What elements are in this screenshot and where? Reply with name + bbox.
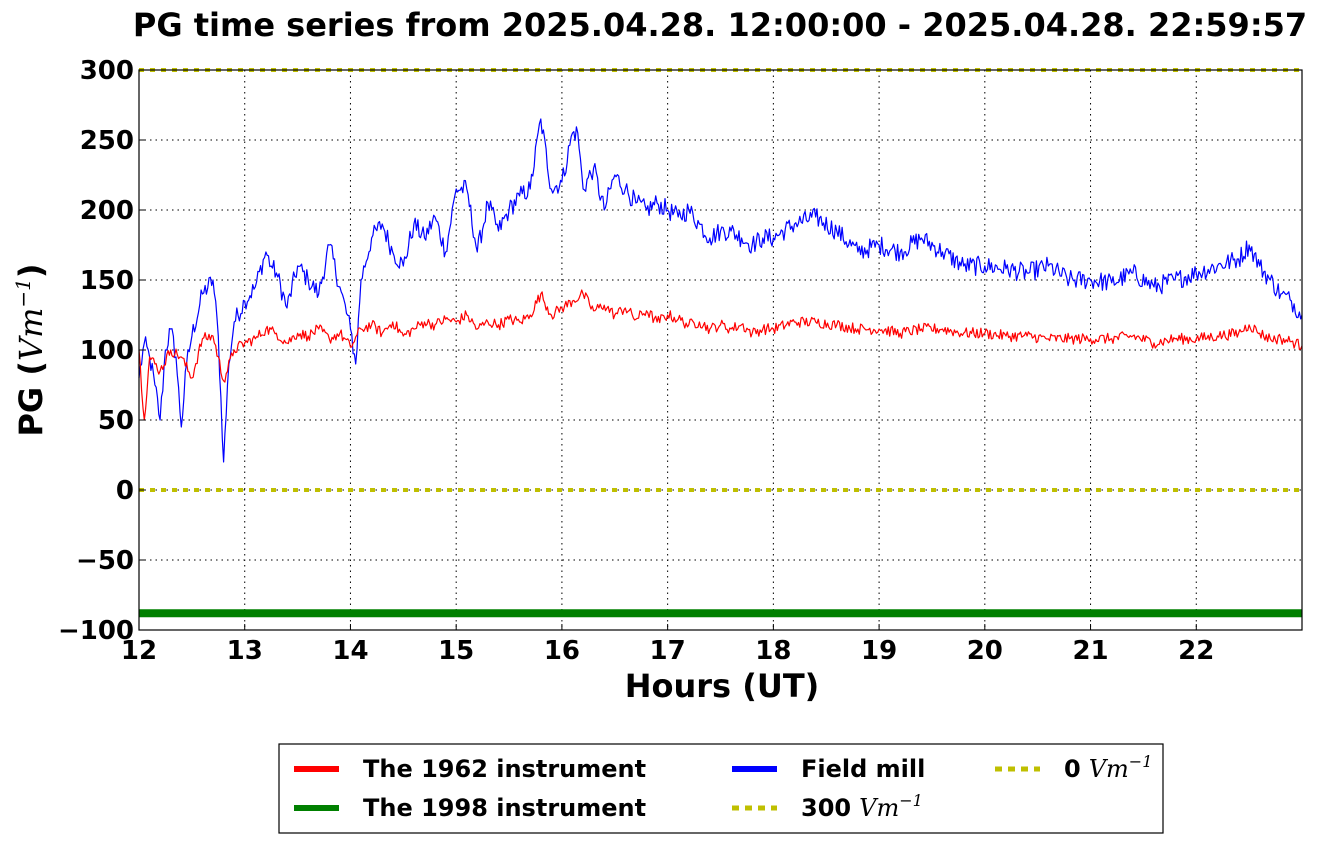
series-line-field-mill bbox=[138, 118, 1303, 463]
y-tick-label: 100 bbox=[80, 336, 134, 366]
y-tick-label: −50 bbox=[76, 546, 134, 576]
chart-title: PG time series from 2025.04.28. 12:00:00… bbox=[133, 6, 1307, 44]
y-tick-label: 250 bbox=[80, 126, 134, 156]
legend-label-the-1998-instrument: The 1998 instrument bbox=[363, 794, 646, 822]
y-tick-label: 150 bbox=[80, 266, 134, 296]
x-axis-label: Hours (UT) bbox=[625, 667, 820, 705]
x-tick-label: 20 bbox=[967, 636, 1003, 666]
legend-label-300: 300 Vm−1 bbox=[801, 791, 923, 822]
y-axis-label: PG (Vm−1) bbox=[11, 263, 50, 436]
y-tick-label: 0 bbox=[116, 476, 134, 506]
y-tick-label: 200 bbox=[80, 196, 134, 226]
legend-label-the-1962-instrument: The 1962 instrument bbox=[363, 755, 646, 783]
x-tick-label: 12 bbox=[121, 636, 157, 666]
y-axis-label-exponent: −1 bbox=[11, 278, 35, 307]
legend-label-0: 0 Vm−1 bbox=[1064, 752, 1152, 783]
x-tick-label: 13 bbox=[227, 636, 263, 666]
y-axis-label-unit: Vm bbox=[12, 308, 50, 361]
legend-label-field-mill: Field mill bbox=[801, 755, 925, 783]
x-tick-label: 17 bbox=[650, 636, 686, 666]
ticks-layer: 12 13 14 15 16 17 18 19 20 21 22 300 250 200 150 100 50 0… bbox=[58, 56, 1214, 666]
x-tick-label: 18 bbox=[755, 636, 791, 666]
x-tick-label: 19 bbox=[861, 636, 897, 666]
y-tick-label: 50 bbox=[98, 406, 134, 436]
x-tick-label: 22 bbox=[1178, 636, 1214, 666]
y-tick-label: 300 bbox=[80, 56, 134, 86]
y-tick-label: −100 bbox=[58, 616, 134, 646]
y-axis-label-suffix: ) bbox=[12, 263, 50, 278]
x-tick-label: 16 bbox=[544, 636, 580, 666]
legend: The 1962 instrument The 1998 instrument Fi… bbox=[278, 743, 1164, 834]
series-line-the-1962-instrument bbox=[138, 289, 1303, 421]
x-tick-label: 21 bbox=[1072, 636, 1108, 666]
x-tick-label: 15 bbox=[438, 636, 474, 666]
grid-layer bbox=[139, 70, 1302, 630]
y-axis-label-prefix: PG ( bbox=[12, 361, 50, 436]
plot-frame bbox=[138, 69, 1303, 631]
x-tick-label: 14 bbox=[332, 636, 368, 666]
legend-box bbox=[278, 743, 1164, 834]
series-layer bbox=[138, 68, 1303, 618]
